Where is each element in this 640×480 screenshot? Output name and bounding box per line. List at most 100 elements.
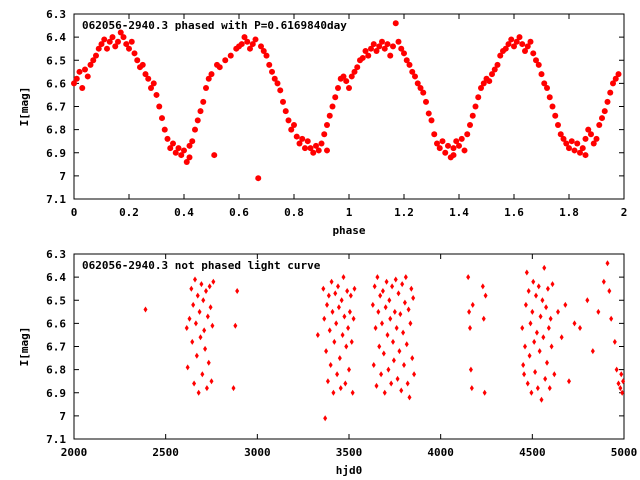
data-point <box>185 364 190 371</box>
data-point <box>348 73 355 80</box>
y-tick-label: 6.8 <box>46 124 66 137</box>
data-point <box>207 283 212 290</box>
data-point <box>183 159 190 165</box>
data-point <box>543 375 548 382</box>
data-point <box>406 61 413 68</box>
data-point <box>566 145 572 152</box>
data-point <box>384 278 389 285</box>
data-point <box>615 71 622 78</box>
data-point <box>494 61 501 68</box>
y-tick-label: 6.4 <box>46 31 66 44</box>
data-point <box>346 85 352 91</box>
data-point <box>197 108 204 115</box>
data-point <box>201 297 206 304</box>
y-tick-label: 6.9 <box>46 147 66 160</box>
data-point <box>556 308 560 315</box>
data-point <box>420 89 427 96</box>
data-point <box>520 325 525 331</box>
data-point <box>189 285 194 292</box>
data-point <box>291 122 297 128</box>
data-point <box>332 94 339 101</box>
data-point <box>397 348 402 355</box>
data-point <box>189 138 196 145</box>
x-tick-label: 5000 <box>611 446 638 459</box>
data-point <box>468 325 472 331</box>
data-point <box>557 131 564 138</box>
data-point <box>401 50 407 57</box>
data-point <box>599 115 605 122</box>
data-point <box>619 371 624 378</box>
data-points <box>143 260 626 422</box>
data-point <box>390 283 395 290</box>
data-point <box>526 288 531 294</box>
y-tick-label: 7.1 <box>46 193 66 206</box>
data-point <box>336 283 340 290</box>
x-tick-label: 0.6 <box>229 206 249 219</box>
data-point <box>131 50 138 57</box>
data-point <box>321 131 328 138</box>
data-point <box>370 41 377 48</box>
data-point <box>398 311 403 318</box>
data-point <box>538 71 545 78</box>
data-point <box>203 345 208 352</box>
data-point <box>546 325 551 331</box>
x-tick-label: 3500 <box>336 446 363 459</box>
data-point <box>374 382 379 389</box>
data-point <box>572 320 577 327</box>
data-point <box>609 315 614 322</box>
data-point <box>241 34 248 41</box>
data-point <box>524 269 529 276</box>
data-point <box>381 45 388 52</box>
data-point <box>578 325 582 331</box>
data-point <box>193 320 198 327</box>
data-point <box>328 362 333 368</box>
tick-labels: 0 0.2 0.4 0.6 0.8 1 1.2 1.4 1.6 1.8 2 6.3 6.4 6.5 6.6 6… <box>46 8 627 219</box>
data-point <box>612 338 617 345</box>
data-point <box>593 135 600 142</box>
data-point <box>524 43 531 50</box>
data-point <box>383 304 388 311</box>
data-point <box>200 371 205 378</box>
data-point <box>489 71 495 78</box>
data-point <box>411 294 416 301</box>
data-point <box>238 41 245 48</box>
data-point <box>539 396 544 403</box>
data-point <box>222 57 229 64</box>
data-point <box>417 85 424 91</box>
data-point <box>178 152 185 159</box>
data-point <box>497 52 504 59</box>
x-tick-label: 2500 <box>152 446 179 459</box>
data-point <box>534 329 539 336</box>
data-point <box>79 85 86 91</box>
y-tick-label: 6.8 <box>46 364 66 377</box>
data-point <box>491 66 498 73</box>
data-point <box>544 304 549 311</box>
data-point <box>412 73 418 80</box>
data-point <box>382 389 387 396</box>
data-point <box>534 292 538 299</box>
data-point <box>120 34 127 41</box>
data-point <box>530 50 537 57</box>
data-point <box>549 103 556 110</box>
data-point <box>198 334 203 341</box>
tick-labels: 2000 2500 3000 3500 4000 4500 5000 6.3 6.4 6.5 6.6… <box>46 248 637 459</box>
data-point <box>535 385 540 392</box>
data-point <box>450 145 457 152</box>
data-point <box>202 327 207 334</box>
data-point <box>402 299 407 306</box>
x-tick-label: 0 <box>71 206 78 219</box>
data-point <box>546 94 553 101</box>
data-point <box>343 78 350 85</box>
y-tick-label: 6.4 <box>46 271 66 284</box>
data-point <box>210 322 215 329</box>
data-point <box>255 175 262 182</box>
data-point <box>482 389 487 396</box>
data-point <box>552 371 557 378</box>
data-point <box>98 41 105 48</box>
data-point <box>392 20 399 27</box>
data-point <box>478 85 484 91</box>
data-point <box>323 415 328 422</box>
data-point <box>533 368 538 375</box>
data-point <box>334 320 339 327</box>
